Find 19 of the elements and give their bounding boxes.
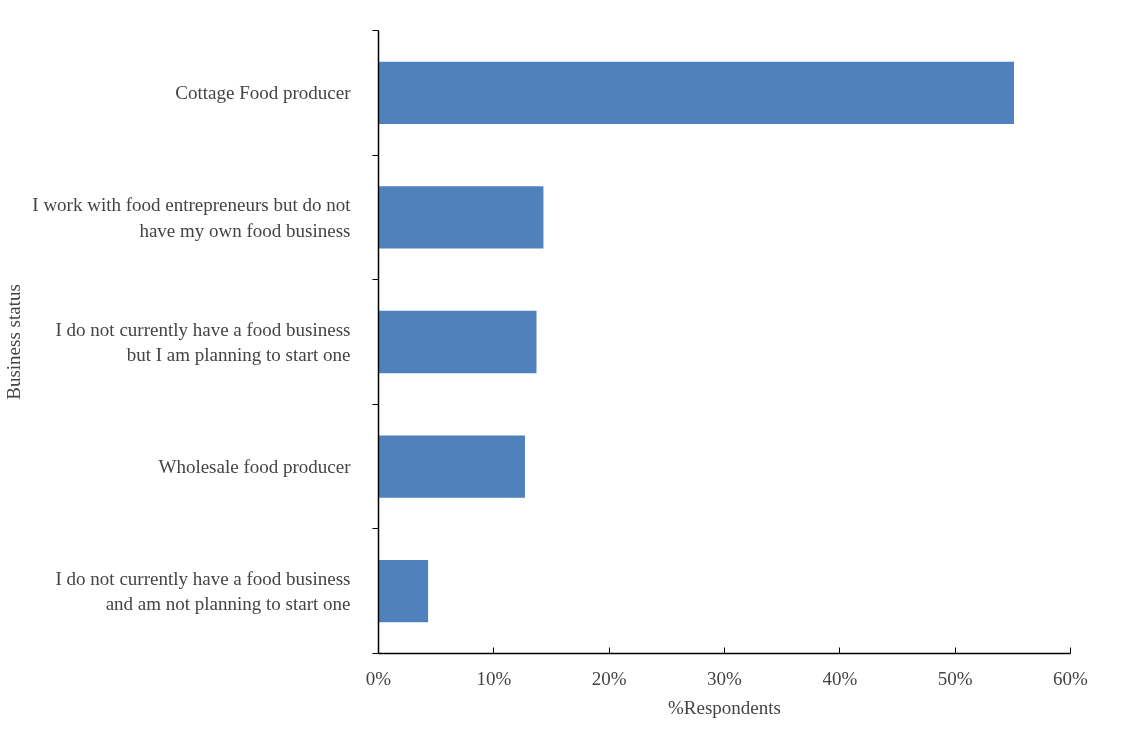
x-tick-label: 20% [591, 667, 627, 689]
y-tick-label: Cottage Food producer [175, 82, 352, 104]
x-tick-label: 30% [707, 667, 743, 689]
y-tick-label: Wholesale food producer [158, 456, 352, 478]
x-tick-label: 60% [1053, 667, 1089, 689]
x-axis-title: %Respondents [668, 696, 781, 718]
x-tick-label: 10% [476, 667, 512, 689]
y-axis-title: Business status [3, 284, 25, 400]
y-tick-label: I do not currently have a food business and am not planning to start one [55, 568, 351, 615]
y-tick-label: I work with food entrepreneurs but do not have my own food business [32, 194, 352, 241]
bar [378, 435, 525, 498]
bar [378, 186, 544, 249]
x-tick-label: 40% [822, 667, 858, 689]
x-tick-label: 50% [937, 667, 973, 689]
bar [378, 310, 537, 374]
y-tick-label: I do not currently have a food business but I am planning to start one [55, 318, 351, 366]
bar [378, 61, 1014, 124]
x-tick-label: 0% [365, 667, 392, 689]
bar [378, 560, 429, 623]
